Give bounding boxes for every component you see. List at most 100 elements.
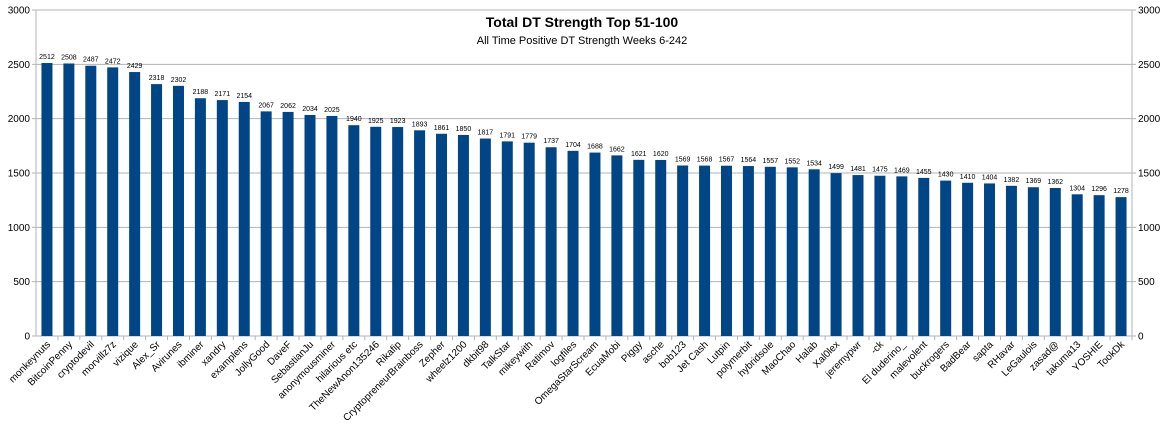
bar xyxy=(436,133,448,336)
y-tick-label: 0 xyxy=(24,332,30,343)
y-tick-label: 2000 xyxy=(8,114,31,125)
data-label: 1688 xyxy=(587,144,603,151)
data-label: 1567 xyxy=(719,157,735,164)
bar xyxy=(720,165,732,336)
bar xyxy=(589,152,601,336)
bar xyxy=(129,72,141,336)
data-label: 1469 xyxy=(894,167,910,174)
bar xyxy=(874,175,886,336)
bar xyxy=(216,100,228,337)
bar xyxy=(41,63,53,337)
y-tick-label: 1500 xyxy=(8,169,31,180)
bar xyxy=(370,126,382,336)
bars-layer xyxy=(41,63,1127,337)
bar xyxy=(304,114,316,336)
data-label: 2508 xyxy=(61,54,77,61)
data-label: 1564 xyxy=(741,157,757,164)
data-label: 2302 xyxy=(171,77,187,84)
bar xyxy=(962,182,974,336)
data-label: 1791 xyxy=(499,132,515,139)
data-labels-layer: 2512 2508 2487 2472 2429 2318 2302 2188 2171 2154… xyxy=(39,54,1129,195)
data-label: 1362 xyxy=(1047,179,1063,186)
bar xyxy=(633,159,645,336)
y-axis-left: 0 500 1000 1500 2000 2500 3000 xyxy=(8,6,31,343)
y-tick-label-right: 0 xyxy=(1138,332,1144,343)
bar xyxy=(764,166,776,336)
y-tick-label-right: 1000 xyxy=(1138,223,1161,234)
data-label: 1430 xyxy=(938,172,954,179)
data-label: 1893 xyxy=(412,121,428,128)
bar xyxy=(260,111,272,336)
x-tick-label: Piggy xyxy=(619,339,644,364)
bar xyxy=(348,125,360,336)
data-label: 2171 xyxy=(215,91,231,98)
data-label: 1569 xyxy=(675,157,691,164)
data-label: 1923 xyxy=(390,118,406,125)
bar xyxy=(479,138,491,336)
data-label: 1704 xyxy=(565,142,581,149)
bar xyxy=(326,115,338,336)
bar xyxy=(1027,187,1039,336)
data-label: 1304 xyxy=(1069,185,1085,192)
data-label: 2067 xyxy=(258,102,274,109)
bar xyxy=(742,166,754,336)
y-tick-label-right: 2500 xyxy=(1138,60,1161,71)
data-label: 1404 xyxy=(982,174,998,181)
bar xyxy=(786,167,798,336)
y-tick-label: 2500 xyxy=(8,60,31,71)
bar xyxy=(1071,194,1083,336)
data-label: 2429 xyxy=(127,63,143,70)
x-axis-categories: monkeynutsBitcoinPennycryptodevilmorvill… xyxy=(7,339,1128,424)
y-axis-right: 0 500 1000 1500 2000 2500 3000 xyxy=(1138,6,1161,343)
data-label: 2062 xyxy=(280,103,296,110)
y-tick-label-right: 3000 xyxy=(1138,6,1161,17)
bar xyxy=(984,183,996,336)
bar xyxy=(194,98,206,336)
bar xyxy=(545,147,557,336)
data-label: 1382 xyxy=(1004,177,1020,184)
bar xyxy=(655,159,667,336)
bar xyxy=(699,165,711,336)
data-label: 1552 xyxy=(784,158,800,165)
y-tick-label: 1000 xyxy=(8,223,31,234)
data-label: 1481 xyxy=(850,166,866,173)
y-tick-label: 500 xyxy=(13,277,30,288)
data-label: 1779 xyxy=(521,134,537,141)
y-tick-label: 3000 xyxy=(8,6,31,17)
bar xyxy=(852,175,864,336)
data-label: 1850 xyxy=(456,126,472,133)
bar xyxy=(896,176,908,336)
bar xyxy=(567,150,579,336)
data-label: 1737 xyxy=(543,138,559,145)
data-label: 1455 xyxy=(916,169,932,176)
data-label: 1278 xyxy=(1113,188,1129,195)
bar xyxy=(830,173,842,336)
chart-title: Total DT Strength Top 51-100 xyxy=(486,14,679,30)
bar xyxy=(151,84,163,337)
y-tick-label-right: 500 xyxy=(1138,277,1155,288)
chart-subtitle: All Time Positive DT Strength Weeks 6-24… xyxy=(477,35,688,47)
data-label: 1620 xyxy=(653,151,669,158)
bar xyxy=(238,101,250,336)
bar xyxy=(1093,195,1105,336)
data-label: 1557 xyxy=(763,158,779,165)
data-label: 2154 xyxy=(236,93,252,100)
data-label: 1499 xyxy=(828,164,844,171)
bar xyxy=(918,177,930,336)
bar xyxy=(677,165,689,336)
data-label: 1621 xyxy=(631,151,647,158)
bar xyxy=(107,67,119,336)
bar xyxy=(523,142,535,336)
bar xyxy=(282,111,294,336)
data-label: 1662 xyxy=(609,146,625,153)
x-tick-label: -ck xyxy=(869,339,887,357)
data-label: 1369 xyxy=(1026,178,1042,185)
data-label: 1817 xyxy=(478,130,494,137)
bar xyxy=(85,65,97,336)
data-label: 1861 xyxy=(434,125,450,132)
data-label: 1940 xyxy=(346,116,362,123)
data-label: 2472 xyxy=(105,58,121,65)
data-label: 1925 xyxy=(368,118,384,125)
data-label: 2025 xyxy=(324,107,340,114)
